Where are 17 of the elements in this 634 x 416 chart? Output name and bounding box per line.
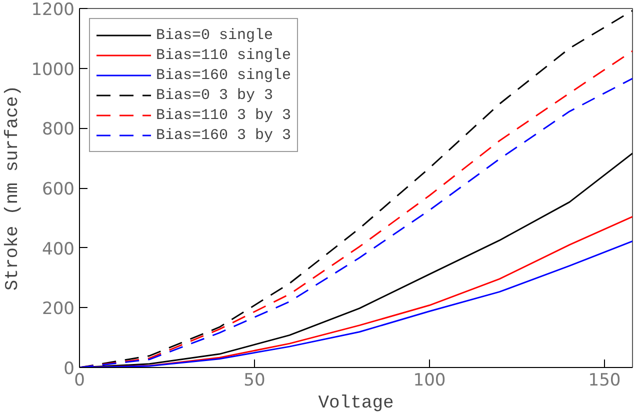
- y-tick-label: 200: [42, 299, 75, 320]
- y-tick-label: 600: [42, 180, 75, 200]
- legend-label: Bias=160 single: [156, 66, 292, 84]
- x-tick-label: 100: [413, 370, 446, 390]
- legend-label: Bias=110 single: [156, 46, 292, 64]
- legend-label: Bias=160 3 by 3: [156, 126, 292, 144]
- legend-label: Bias=0 3 by 3: [156, 86, 274, 104]
- legend-label: Bias=0 single: [156, 26, 274, 44]
- y-tick-label: 800: [42, 120, 75, 140]
- y-tick-label: 400: [42, 239, 75, 260]
- y-tick-label: 1000: [31, 60, 74, 80]
- x-axis-title: Voltage: [318, 394, 394, 414]
- x-tick-label: 50: [244, 370, 266, 390]
- y-axis-title: Stroke (nm surface): [3, 85, 24, 291]
- x-tick-label: 150: [588, 370, 621, 390]
- y-tick-label: 1200: [31, 0, 74, 20]
- legend-label: Bias=110 3 by 3: [156, 106, 292, 124]
